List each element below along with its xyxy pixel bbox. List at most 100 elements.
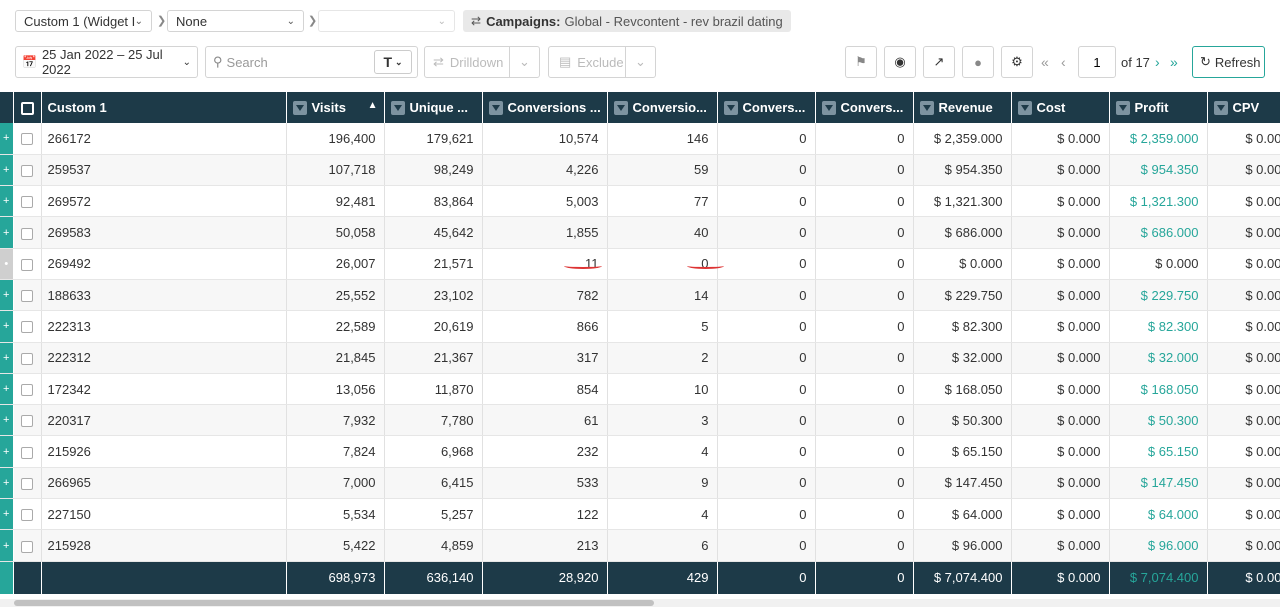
column-header-custom1[interactable]: Custom 1 bbox=[41, 92, 287, 123]
column-header-visits[interactable]: Visits ▲ bbox=[286, 92, 385, 123]
column-header-profit[interactable]: Profit bbox=[1109, 92, 1208, 123]
table-row[interactable]: +215926 7,824 6,968 232 4 0 0 $ 65.150 $ 0.000 $ … bbox=[0, 435, 1280, 468]
search-box[interactable]: ⚲ T⌄ bbox=[205, 46, 418, 78]
grouping-1-dropdown[interactable]: Custom 1 (Widget ID ⌄ bbox=[15, 10, 152, 32]
filter-icon[interactable] bbox=[613, 101, 628, 116]
table-row[interactable]: +266965 7,000 6,415 533 9 0 0 $ 147.450 $ 0.000 $… bbox=[0, 467, 1280, 500]
exclude-label: Exclude bbox=[577, 54, 624, 70]
table-row[interactable]: +269583 50,058 45,642 1,855 40 0 0 $ 686.000 $ 0… bbox=[0, 216, 1280, 249]
expand-row-button[interactable]: + bbox=[0, 310, 14, 343]
filter-icon[interactable] bbox=[488, 101, 503, 116]
cell-conv4: 0 bbox=[815, 498, 914, 531]
text-filter-button[interactable]: T ⌄ bbox=[374, 50, 412, 74]
table-row[interactable]: +259537 107,718 98,249 4,226 59 0 0 $ 954.350 $ … bbox=[0, 154, 1280, 187]
expand-row-button[interactable]: + bbox=[0, 529, 14, 562]
expand-row-button[interactable]: • bbox=[0, 248, 14, 280]
sort-asc-icon[interactable]: ▲ bbox=[367, 99, 378, 111]
expand-row-button[interactable]: + bbox=[0, 154, 14, 187]
row-checkbox[interactable] bbox=[13, 154, 42, 187]
expand-row-button[interactable]: + bbox=[0, 279, 14, 312]
first-page-icon[interactable]: « bbox=[1041, 54, 1049, 70]
table-row[interactable]: +220317 7,932 7,780 61 3 0 0 $ 50.300 $ 0.000 $ 5… bbox=[0, 404, 1280, 437]
filter-icon[interactable] bbox=[821, 101, 836, 116]
filter-icon[interactable] bbox=[1017, 101, 1032, 116]
search-icon: ⚲ bbox=[213, 54, 223, 69]
settings-button[interactable]: ⚙ bbox=[1001, 46, 1033, 78]
exclude-button[interactable]: ▤ Exclude ⌄ bbox=[548, 46, 656, 78]
row-checkbox[interactable] bbox=[13, 435, 42, 468]
cell-cpv: $ 0.00 bbox=[1207, 498, 1280, 531]
scrollbar-thumb[interactable] bbox=[14, 600, 654, 606]
expand-row-button[interactable]: + bbox=[0, 373, 14, 406]
expand-row-button[interactable]: + bbox=[0, 467, 14, 500]
filter-icon[interactable] bbox=[1213, 101, 1228, 116]
table-row[interactable]: • 269492 26,007 21,571 11 0 0 0 $ 0.000 $ 0.000 $ … bbox=[0, 248, 1280, 280]
table-row[interactable]: +269572 92,481 83,864 5,003 77 0 0 $ 1,321.300 $… bbox=[0, 185, 1280, 218]
date-range-picker[interactable]: 📅 25 Jan 2022 – 25 Jul 2022 ⌄ bbox=[15, 46, 198, 78]
flag-button[interactable]: ⚑ bbox=[845, 46, 877, 78]
row-checkbox[interactable] bbox=[13, 529, 42, 562]
filter-icon[interactable] bbox=[919, 101, 934, 116]
row-checkbox[interactable] bbox=[13, 404, 42, 437]
table-row[interactable]: +188633 25,552 23,102 782 14 0 0 $ 229.750 $ 0.0… bbox=[0, 279, 1280, 312]
row-checkbox[interactable] bbox=[13, 216, 42, 249]
expand-row-button[interactable]: + bbox=[0, 342, 14, 374]
column-header-conversions-2[interactable]: Conversio... bbox=[607, 92, 718, 123]
expand-row-button[interactable]: + bbox=[0, 498, 14, 531]
refresh-button[interactable]: ↻ Refresh bbox=[1192, 46, 1265, 78]
cell-conv1: 213 bbox=[482, 529, 608, 562]
expand-row-button[interactable]: + bbox=[0, 123, 14, 155]
drilldown-button[interactable]: ⇄ Drilldown ⌄ bbox=[424, 46, 540, 78]
search-input[interactable] bbox=[226, 49, 367, 75]
campaign-filter-chip[interactable]: ⇄ Campaigns: Global - Revcontent - rev b… bbox=[463, 10, 791, 32]
table-row[interactable]: +215928 5,422 4,859 213 6 0 0 $ 96.000 $ 0.000 $ … bbox=[0, 529, 1280, 562]
expand-row-button[interactable]: + bbox=[0, 435, 14, 468]
table-row[interactable]: +266172 196,400 179,621 10,574 146 0 0 $ 2,359.… bbox=[0, 123, 1280, 155]
column-header-conversions-4[interactable]: Convers... bbox=[815, 92, 914, 123]
column-header-cpv[interactable]: CPV bbox=[1207, 92, 1280, 123]
eye-button[interactable]: ◉ bbox=[884, 46, 916, 78]
horizontal-scrollbar[interactable] bbox=[0, 599, 1280, 607]
filter-icon[interactable] bbox=[390, 101, 405, 116]
table-row[interactable]: +222313 22,589 20,619 866 5 0 0 $ 82.300 $ 0.000… bbox=[0, 310, 1280, 343]
filter-icon[interactable] bbox=[723, 101, 738, 116]
expand-row-button[interactable]: + bbox=[0, 216, 14, 249]
expand-row-button[interactable]: + bbox=[0, 185, 14, 218]
cell-custom1: 188633 bbox=[41, 279, 287, 312]
column-header-conversions-1[interactable]: Conversions ... bbox=[482, 92, 608, 123]
row-checkbox[interactable] bbox=[13, 342, 42, 374]
row-checkbox[interactable] bbox=[13, 467, 42, 500]
row-checkbox[interactable] bbox=[13, 498, 42, 531]
cell-conv2: 9 bbox=[607, 467, 718, 500]
chart-button[interactable]: ↗ bbox=[923, 46, 955, 78]
row-checkbox[interactable] bbox=[13, 185, 42, 218]
column-header-revenue[interactable]: Revenue bbox=[913, 92, 1012, 123]
table-row[interactable]: +227150 5,534 5,257 122 4 0 0 $ 64.000 $ 0.000 $ … bbox=[0, 498, 1280, 531]
row-checkbox[interactable] bbox=[13, 123, 42, 155]
select-all-checkbox[interactable] bbox=[13, 92, 42, 123]
expand-row-button[interactable]: + bbox=[0, 404, 14, 437]
next-page-icon[interactable]: › bbox=[1155, 54, 1160, 70]
page-number-input[interactable] bbox=[1078, 46, 1116, 78]
cell-cost: $ 0.000 bbox=[1011, 529, 1110, 562]
column-header-cost[interactable]: Cost bbox=[1011, 92, 1110, 123]
row-checkbox[interactable] bbox=[13, 373, 42, 406]
cell-conv1: 61 bbox=[482, 404, 608, 437]
row-checkbox[interactable] bbox=[13, 310, 42, 343]
filter-icon[interactable] bbox=[1115, 101, 1130, 116]
grouping-2-dropdown[interactable]: None ⌄ bbox=[167, 10, 304, 32]
cell-profit: $ 229.750 bbox=[1109, 279, 1208, 312]
table-row[interactable]: +222312 21,845 21,367 317 2 0 0 $ 32.000 $ 0.000… bbox=[0, 342, 1280, 374]
last-page-icon[interactable]: » bbox=[1170, 54, 1178, 70]
grouping-3-dropdown[interactable]: ⌄ bbox=[318, 10, 455, 32]
row-checkbox[interactable] bbox=[13, 248, 42, 280]
cell-conv4: 0 bbox=[815, 248, 914, 280]
filter-icon[interactable] bbox=[292, 101, 307, 116]
cell-conv4: 0 bbox=[815, 529, 914, 562]
row-checkbox[interactable] bbox=[13, 279, 42, 312]
column-header-unique[interactable]: Unique ... bbox=[384, 92, 483, 123]
prev-page-icon[interactable]: ‹ bbox=[1061, 54, 1066, 70]
column-header-conversions-3[interactable]: Convers... bbox=[717, 92, 816, 123]
table-row[interactable]: +172342 13,056 11,870 854 10 0 0 $ 168.050 $ 0.0… bbox=[0, 373, 1280, 406]
comment-button[interactable]: ● bbox=[962, 46, 994, 78]
